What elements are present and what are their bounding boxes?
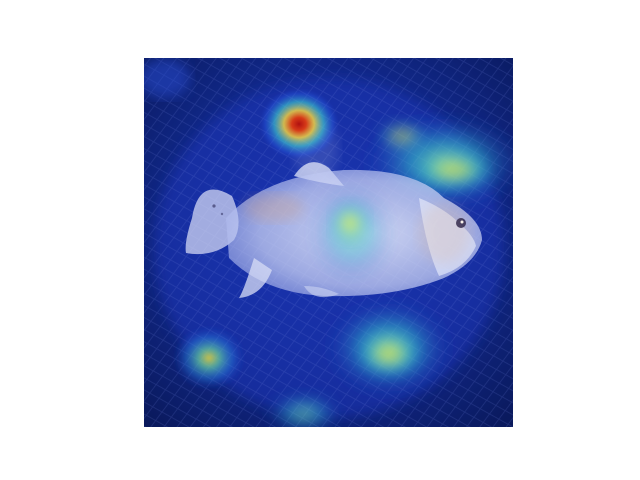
heatmap-overlay-svg bbox=[144, 58, 513, 427]
heatmap-image bbox=[144, 58, 513, 427]
bottom-center-heat bbox=[266, 391, 342, 427]
lower-left-heat bbox=[173, 326, 245, 390]
dorsal-fin-hotspot bbox=[259, 88, 339, 160]
heat-regions bbox=[144, 58, 513, 427]
